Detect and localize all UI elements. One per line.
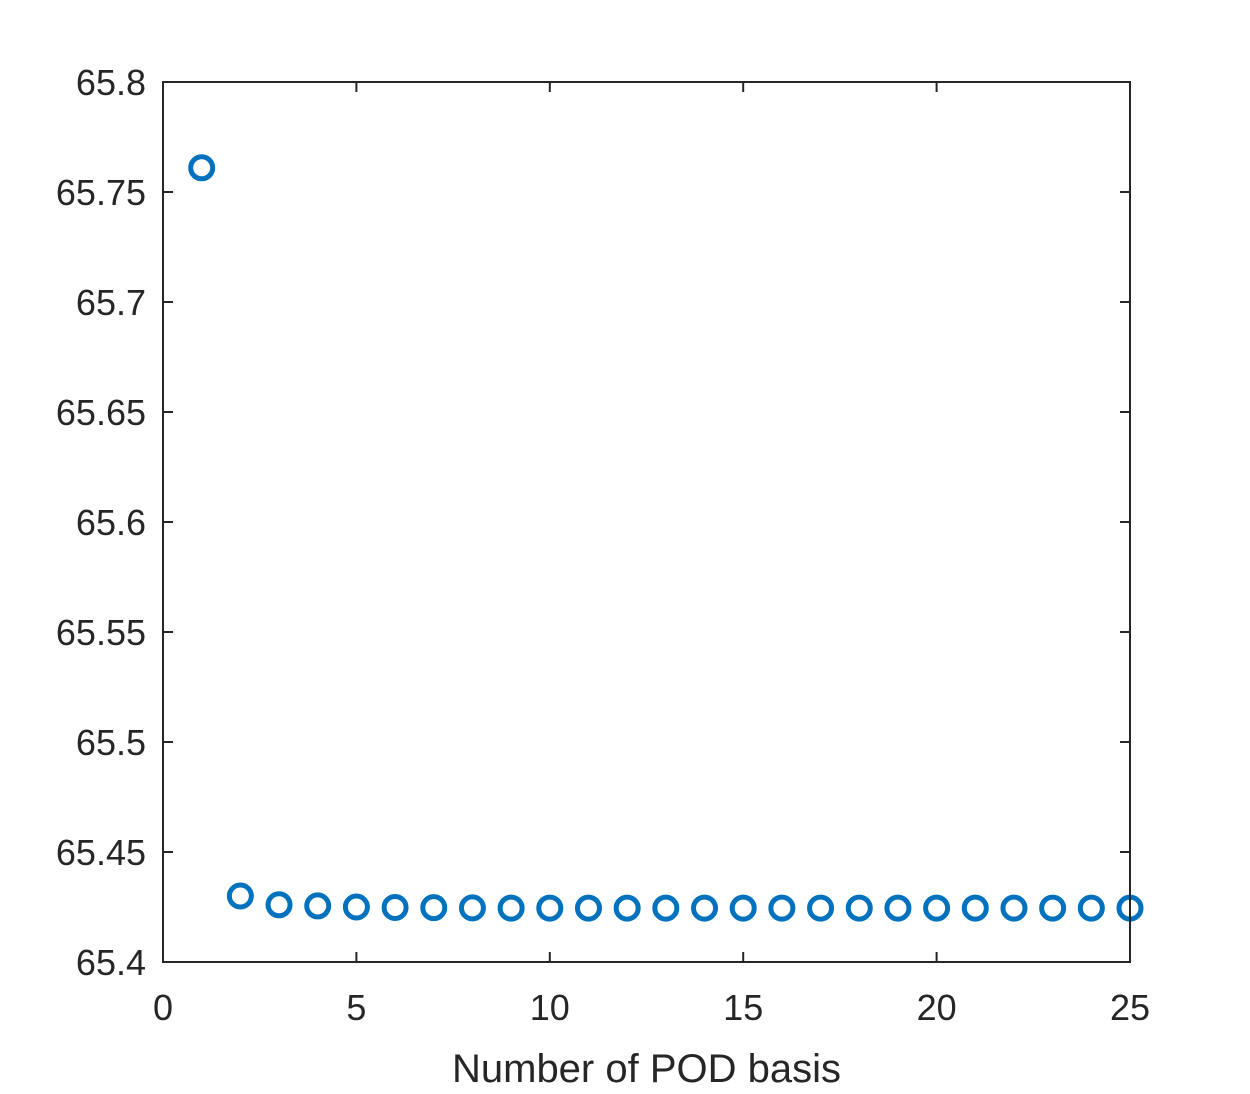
data-point xyxy=(304,892,332,920)
data-point xyxy=(1039,894,1067,922)
data-point xyxy=(923,894,951,922)
plot-area xyxy=(163,82,1130,962)
data-point xyxy=(574,894,602,922)
data-point xyxy=(729,894,757,922)
data-points xyxy=(188,154,1144,922)
y-tick-label: 65.55 xyxy=(56,612,146,653)
data-point xyxy=(961,894,989,922)
data-point xyxy=(613,894,641,922)
data-point xyxy=(768,894,796,922)
data-point xyxy=(497,894,525,922)
x-tick-label: 20 xyxy=(917,987,957,1028)
y-tick-labels: 65.4 65.45 65.5 65.55 65.6 65.65 65.7 65.75 65.8 xyxy=(56,62,146,983)
y-tick-label: 65.65 xyxy=(56,392,146,433)
data-point xyxy=(226,882,254,910)
data-point xyxy=(188,154,216,182)
data-point xyxy=(265,891,293,919)
y-tick-label: 65.4 xyxy=(76,942,146,983)
x-tick-label: 25 xyxy=(1110,987,1150,1028)
x-axis-title: Number of POD basis xyxy=(452,1047,841,1091)
data-point xyxy=(458,894,486,922)
y-tick-label: 65.6 xyxy=(76,502,146,543)
data-point xyxy=(1000,894,1028,922)
x-tick-label: 0 xyxy=(153,987,173,1028)
data-point xyxy=(652,894,680,922)
axes-box xyxy=(162,81,1131,963)
data-point xyxy=(342,893,370,921)
data-point xyxy=(381,893,409,921)
y-tick-label: 65.8 xyxy=(76,62,146,103)
y-tick-label: 65.5 xyxy=(76,722,146,763)
data-point xyxy=(420,894,448,922)
data-point xyxy=(884,894,912,922)
data-point xyxy=(845,894,873,922)
y-tick-label: 65.75 xyxy=(56,172,146,213)
y-tick-label: 65.7 xyxy=(76,282,146,323)
data-point xyxy=(1077,894,1105,922)
data-point xyxy=(536,894,564,922)
x-tick-label: 10 xyxy=(530,987,570,1028)
data-point xyxy=(691,894,719,922)
data-point xyxy=(807,894,835,922)
y-tick-label: 65.45 xyxy=(56,832,146,873)
x-tick-label: 15 xyxy=(723,987,763,1028)
x-tick-labels: 0 5 10 15 20 25 xyxy=(153,987,1150,1028)
x-tick-label: 5 xyxy=(346,987,366,1028)
